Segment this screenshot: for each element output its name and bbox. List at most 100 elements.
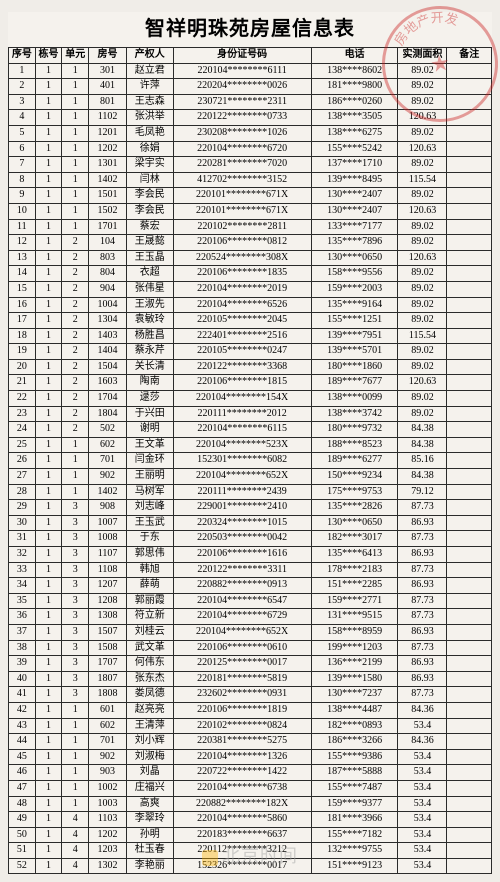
cell-seq: 26 — [9, 453, 36, 469]
cell-unit: 3 — [62, 547, 89, 563]
cell-room: 1103 — [89, 812, 127, 828]
cell-note — [447, 250, 492, 266]
cell-id: 220882********182X — [173, 796, 311, 812]
cell-note — [447, 328, 492, 344]
cell-owner: 逯莎 — [126, 391, 173, 407]
cell-note — [447, 718, 492, 734]
cell-unit: 1 — [62, 172, 89, 188]
cell-bldg: 1 — [35, 624, 62, 640]
cell-owner: 王玉武 — [126, 515, 173, 531]
table-row: 36131308符立新220104********6729131****9515… — [9, 609, 492, 625]
cell-id: 220102********2811 — [173, 219, 311, 235]
table-row: 7111301梁宇实220281********7020137****17108… — [9, 157, 492, 173]
cell-phone: 130****2407 — [311, 203, 398, 219]
cell-area: 120.63 — [398, 141, 447, 157]
cell-id: 220111********2012 — [173, 406, 311, 422]
cell-note — [447, 235, 492, 251]
cell-unit: 2 — [62, 375, 89, 391]
cell-room: 1504 — [89, 359, 127, 375]
cell-bldg: 1 — [35, 609, 62, 625]
cell-phone: 130****0650 — [311, 515, 398, 531]
cell-owner: 刘志峰 — [126, 500, 173, 516]
cell-note — [447, 375, 492, 391]
cell-owner: 王丽明 — [126, 469, 173, 485]
cell-unit: 2 — [62, 250, 89, 266]
cell-room: 701 — [89, 453, 127, 469]
table-row: 22121704逯莎220104********154X138****00998… — [9, 391, 492, 407]
table-row: 38131508武文革220106********0610199****1203… — [9, 640, 492, 656]
cell-id: 152301********6082 — [173, 453, 311, 469]
cell-phone: 135****7896 — [311, 235, 398, 251]
cell-seq: 45 — [9, 749, 36, 765]
cell-note — [447, 63, 492, 79]
cell-phone: 138****3742 — [311, 406, 398, 422]
cell-owner: 王晟懿 — [126, 235, 173, 251]
cell-id: 152326********0017 — [173, 858, 311, 874]
cell-room: 902 — [89, 749, 127, 765]
cell-area: 89.02 — [398, 219, 447, 235]
cell-owner: 郭丽霞 — [126, 593, 173, 609]
table-row: 28111402马树军220111********2439175****9753… — [9, 484, 492, 500]
table-header-row: 序号 栋号 单元 房号 产权人 身份证号码 电话 实测面积 备注 — [9, 48, 492, 64]
cell-bldg: 1 — [35, 749, 62, 765]
cell-unit: 2 — [62, 235, 89, 251]
cell-id: 220112********3212 — [173, 843, 311, 859]
cell-area: 53.4 — [398, 843, 447, 859]
cell-area: 85.16 — [398, 453, 447, 469]
cell-unit: 2 — [62, 266, 89, 282]
table-row: 40131807张东杰220181********5819139****1580… — [9, 671, 492, 687]
cell-bldg: 1 — [35, 391, 62, 407]
cell-unit: 1 — [62, 141, 89, 157]
cell-note — [447, 547, 492, 563]
cell-bldg: 1 — [35, 796, 62, 812]
cell-seq: 12 — [9, 235, 36, 251]
cell-bldg: 1 — [35, 79, 62, 95]
cell-phone: 130****7237 — [311, 687, 398, 703]
cell-note — [447, 780, 492, 796]
cell-room: 1603 — [89, 375, 127, 391]
cell-area: 86.93 — [398, 578, 447, 594]
document-page: 房地产开发 ★ 智祥明珠苑房屋信息表 序号 栋号 单元 房号 产权人 身份证号码… — [8, 12, 492, 874]
cell-id: 220104********1326 — [173, 749, 311, 765]
cell-unit: 1 — [62, 765, 89, 781]
cell-seq: 1 — [9, 63, 36, 79]
cell-phone: 138****3505 — [311, 110, 398, 126]
cell-owner: 王玉晶 — [126, 250, 173, 266]
cell-phone: 186****3266 — [311, 734, 398, 750]
cell-note — [447, 94, 492, 110]
cell-seq: 21 — [9, 375, 36, 391]
cell-seq: 28 — [9, 484, 36, 500]
cell-id: 220106********0610 — [173, 640, 311, 656]
cell-area: 89.02 — [398, 94, 447, 110]
cell-note — [447, 469, 492, 485]
cell-area: 120.63 — [398, 110, 447, 126]
table-row: 10111502李会民220101********671X130****2407… — [9, 203, 492, 219]
cell-note — [447, 141, 492, 157]
table-row: 4111102张洪举220122********0733138****35051… — [9, 110, 492, 126]
cell-phone: 158****9556 — [311, 266, 398, 282]
cell-phone: 180****1860 — [311, 359, 398, 375]
cell-area: 87.73 — [398, 500, 447, 516]
cell-owner: 蔡宏 — [126, 219, 173, 235]
cell-note — [447, 266, 492, 282]
cell-seq: 38 — [9, 640, 36, 656]
cell-phone: 139****8495 — [311, 172, 398, 188]
cell-seq: 44 — [9, 734, 36, 750]
cell-bldg: 1 — [35, 375, 62, 391]
cell-id: 222401********2516 — [173, 328, 311, 344]
cell-owner: 刘桂云 — [126, 624, 173, 640]
cell-seq: 27 — [9, 469, 36, 485]
cell-seq: 52 — [9, 858, 36, 874]
cell-phone: 182****0893 — [311, 718, 398, 734]
cell-phone: 155****7487 — [311, 780, 398, 796]
cell-note — [447, 453, 492, 469]
table-row: 2511602王文革220104********523X188****85238… — [9, 437, 492, 453]
cell-room: 903 — [89, 765, 127, 781]
cell-area: 86.93 — [398, 547, 447, 563]
cell-bldg: 1 — [35, 422, 62, 438]
cell-seq: 23 — [9, 406, 36, 422]
cell-area: 84.38 — [398, 469, 447, 485]
cell-bldg: 1 — [35, 780, 62, 796]
cell-owner: 毛凤艳 — [126, 125, 173, 141]
cell-area: 84.36 — [398, 734, 447, 750]
